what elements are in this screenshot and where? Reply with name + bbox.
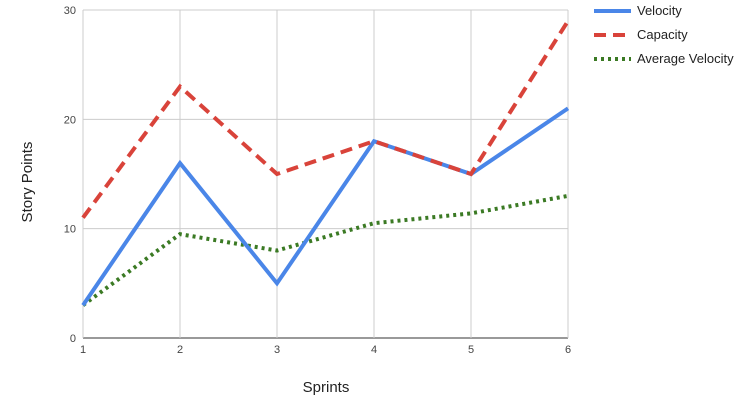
- x-tick-label: 4: [371, 344, 377, 356]
- x-tick-label: 1: [80, 344, 86, 356]
- x-tick-label: 5: [468, 344, 474, 356]
- legend-label: Capacity: [637, 27, 688, 42]
- series-line-velocity: [81, 106, 570, 307]
- x-tick-label: 2: [177, 344, 183, 356]
- grid: [82, 9, 569, 339]
- axis-ticks: 0 10 20 30 1 2 3 4 5 6: [64, 5, 571, 356]
- series-lines: [81, 19, 570, 307]
- y-tick-label: 20: [64, 114, 76, 126]
- series-line-average-velocity: [81, 193, 569, 307]
- y-tick-label: 0: [70, 333, 76, 345]
- x-axis-title: Sprints: [303, 379, 350, 396]
- x-tick-label: 3: [274, 344, 280, 356]
- legend: Velocity Capacity Average Velocity: [594, 3, 734, 66]
- series-line-capacity: [81, 19, 570, 219]
- x-tick-label: 6: [565, 344, 571, 356]
- legend-label: Average Velocity: [637, 51, 734, 66]
- y-tick-label: 10: [64, 224, 76, 236]
- y-axis-title: Story Points: [19, 142, 36, 223]
- y-tick-label: 30: [64, 5, 76, 17]
- legend-label: Velocity: [637, 3, 682, 18]
